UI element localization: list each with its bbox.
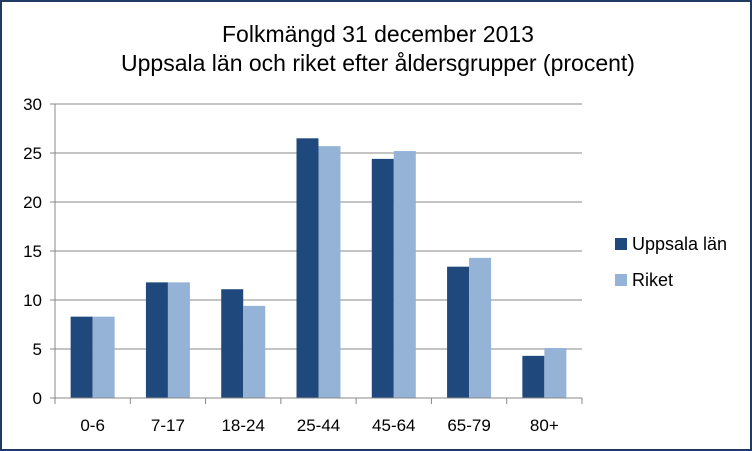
chart-subtitle: Uppsala län och riket efter åldersgruppe…	[121, 50, 635, 76]
bar-riket-18-24	[243, 305, 266, 398]
chart-title: Folkmängd 31 december 2013	[222, 21, 534, 47]
bar-uppsala-lan-25-44	[296, 138, 319, 399]
x-tick-label: 45-64	[372, 416, 415, 435]
bar-riket-25-44	[318, 146, 341, 398]
bar-uppsala-lan-0-6	[70, 316, 93, 398]
y-tick-label: 20	[23, 193, 42, 212]
axes	[54, 104, 582, 399]
y-tick-label: 30	[23, 95, 42, 114]
x-axis-ticks: 0-6 7-17 18-24 25-44 45-64 65-79 80+	[54, 398, 583, 435]
legend: Uppsala län Riket	[615, 234, 727, 290]
legend-swatch	[615, 238, 627, 250]
y-axis-ticks: 0 5 10 15 20 25 30	[23, 95, 55, 408]
bar-riket-65-79	[469, 257, 492, 398]
y-tick-label: 15	[23, 242, 42, 261]
bar-riket-7-17	[167, 282, 190, 398]
bar-riket-0-6	[92, 316, 115, 398]
y-tick-label: 25	[23, 144, 42, 163]
bar-uppsala-lan-18-24	[221, 289, 244, 398]
chart-title-block: Folkmängd 31 december 2013 Uppsala län o…	[2, 20, 752, 78]
bar-uppsala-lan-7-17	[145, 282, 168, 398]
x-tick-label: 18-24	[221, 416, 264, 435]
y-tick-label: 0	[33, 389, 42, 408]
x-tick-label: 7-17	[151, 416, 185, 435]
bars	[70, 138, 567, 399]
bar-uppsala-lan-45-64	[371, 158, 394, 398]
x-tick-label: 65-79	[447, 416, 490, 435]
y-tick-label: 5	[33, 340, 42, 359]
x-tick-label: 25-44	[297, 416, 340, 435]
bar-riket-45-64	[393, 151, 416, 398]
x-tick-label: 80+	[530, 416, 559, 435]
y-tick-label: 10	[23, 291, 42, 310]
bar-uppsala-lan-80+	[522, 355, 545, 398]
legend-label: Uppsala län	[632, 234, 727, 254]
bar-riket-80+	[544, 348, 567, 398]
legend-label: Riket	[632, 270, 673, 290]
x-tick-label: 0-6	[80, 416, 105, 435]
bar-uppsala-lan-65-79	[447, 266, 470, 398]
legend-swatch	[615, 274, 627, 286]
